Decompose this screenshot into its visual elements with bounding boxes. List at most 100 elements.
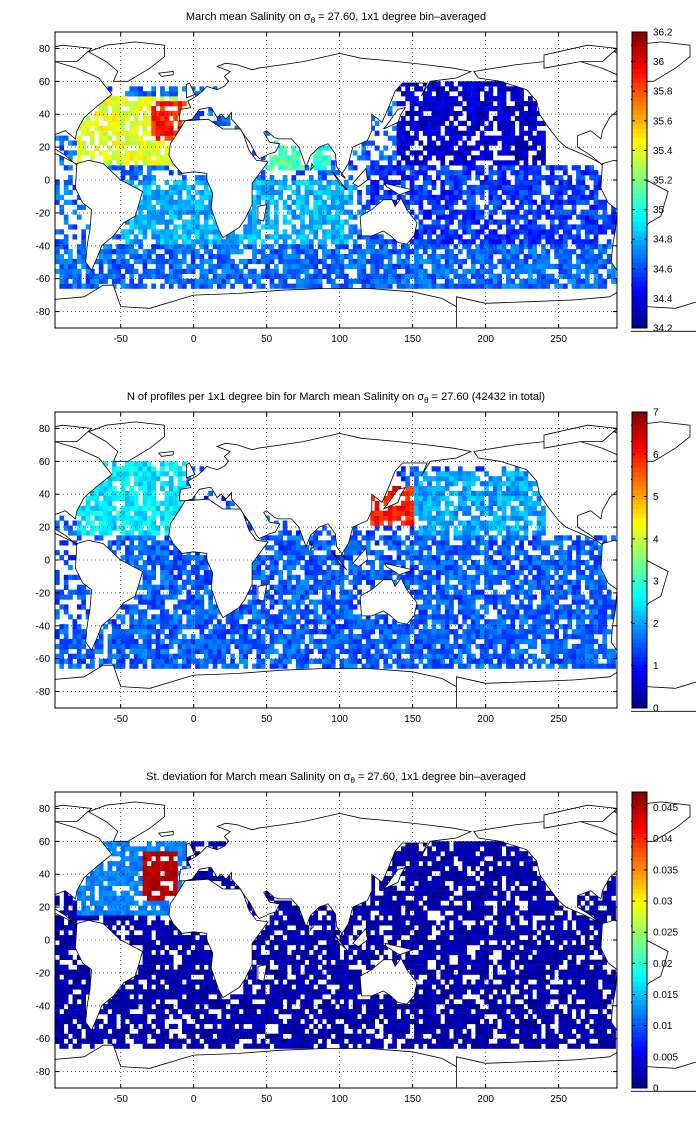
data-cell xyxy=(243,648,248,654)
colorbar-segment xyxy=(632,281,647,287)
data-cell xyxy=(243,258,248,265)
data-cell xyxy=(479,224,485,230)
data-cell xyxy=(177,599,183,605)
data-cell xyxy=(155,648,161,654)
data-cell xyxy=(138,594,143,600)
data-cell xyxy=(519,258,524,265)
data-cell xyxy=(221,653,227,659)
data-cell xyxy=(510,209,516,215)
data-cell xyxy=(510,120,516,126)
data-cell xyxy=(401,466,406,472)
data-cell xyxy=(383,574,389,580)
data-cell xyxy=(168,643,174,650)
data-cell xyxy=(374,510,380,516)
data-cell xyxy=(243,638,248,645)
data-cell xyxy=(252,564,257,571)
data-cell xyxy=(427,91,432,97)
data-cell xyxy=(217,234,222,240)
data-cell xyxy=(76,574,82,580)
data-cell xyxy=(85,130,91,136)
data-cell xyxy=(107,653,113,659)
data-cell xyxy=(300,609,305,615)
data-cell xyxy=(431,609,437,615)
data-cell xyxy=(449,569,454,576)
data-cell xyxy=(444,574,450,580)
data-cell xyxy=(247,229,253,235)
data-cell xyxy=(155,530,161,536)
data-cell xyxy=(532,234,537,240)
data-cell xyxy=(497,106,502,112)
data-cell xyxy=(282,155,288,161)
data-cell xyxy=(431,653,437,659)
data-cell xyxy=(190,268,196,274)
data-cell xyxy=(300,249,305,255)
data-cell xyxy=(514,184,520,191)
data-cell xyxy=(344,589,349,595)
data-cell xyxy=(492,115,498,122)
data-cell xyxy=(449,520,454,526)
data-cell xyxy=(295,604,301,610)
data-cell xyxy=(440,564,446,571)
data-cell xyxy=(147,170,152,176)
data-cell xyxy=(295,249,301,255)
data-cell xyxy=(414,189,419,196)
data-cell xyxy=(514,283,520,289)
data-cell xyxy=(217,629,222,635)
data-cell xyxy=(125,471,130,477)
data-cell xyxy=(182,653,187,659)
data-cell xyxy=(142,629,148,635)
data-cell xyxy=(111,520,117,526)
data-cell xyxy=(396,471,402,477)
data-cell xyxy=(252,214,257,220)
data-cell xyxy=(243,604,248,610)
data-cell xyxy=(427,560,432,566)
data-cell xyxy=(414,283,419,289)
data-cell xyxy=(387,574,393,580)
data-cell xyxy=(396,653,402,659)
data-cell xyxy=(208,490,213,497)
data-cell xyxy=(238,278,244,284)
data-cell xyxy=(405,579,410,585)
data-cell xyxy=(440,599,446,605)
data-cell xyxy=(265,535,270,541)
data-cell xyxy=(278,254,283,260)
data-cell xyxy=(282,540,288,546)
data-cell xyxy=(357,278,362,284)
data-cell xyxy=(278,184,283,191)
data-cell xyxy=(449,101,454,107)
data-cell xyxy=(418,589,424,595)
colorbar-segment xyxy=(632,300,647,306)
data-cell xyxy=(274,619,279,625)
data-cell xyxy=(274,555,279,561)
data-cell xyxy=(436,619,441,625)
data-cell xyxy=(330,540,336,546)
data-cell xyxy=(129,86,135,92)
data-cell xyxy=(68,594,73,600)
data-cell xyxy=(164,239,170,245)
data-cell xyxy=(120,658,126,664)
data-cell xyxy=(326,204,332,210)
data-cell xyxy=(541,283,546,289)
data-cell xyxy=(120,283,126,289)
data-cell xyxy=(383,254,389,260)
data-cell xyxy=(155,219,161,225)
data-cell xyxy=(449,658,454,664)
data-cell xyxy=(444,130,450,136)
data-cell xyxy=(208,110,213,117)
data-cell xyxy=(414,510,419,516)
data-cell xyxy=(260,283,266,289)
data-cell xyxy=(492,160,498,166)
data-cell xyxy=(532,110,537,117)
data-cell xyxy=(348,663,354,669)
data-cell xyxy=(90,273,95,279)
data-cell xyxy=(265,258,270,265)
data-cell xyxy=(160,604,165,610)
data-cell xyxy=(111,638,117,645)
data-cell xyxy=(606,239,612,245)
data-cell xyxy=(129,535,135,541)
data-cell xyxy=(335,254,340,260)
data-cell xyxy=(195,550,200,556)
data-cell xyxy=(147,91,152,97)
data-cell xyxy=(330,268,336,274)
data-cell xyxy=(142,130,148,136)
